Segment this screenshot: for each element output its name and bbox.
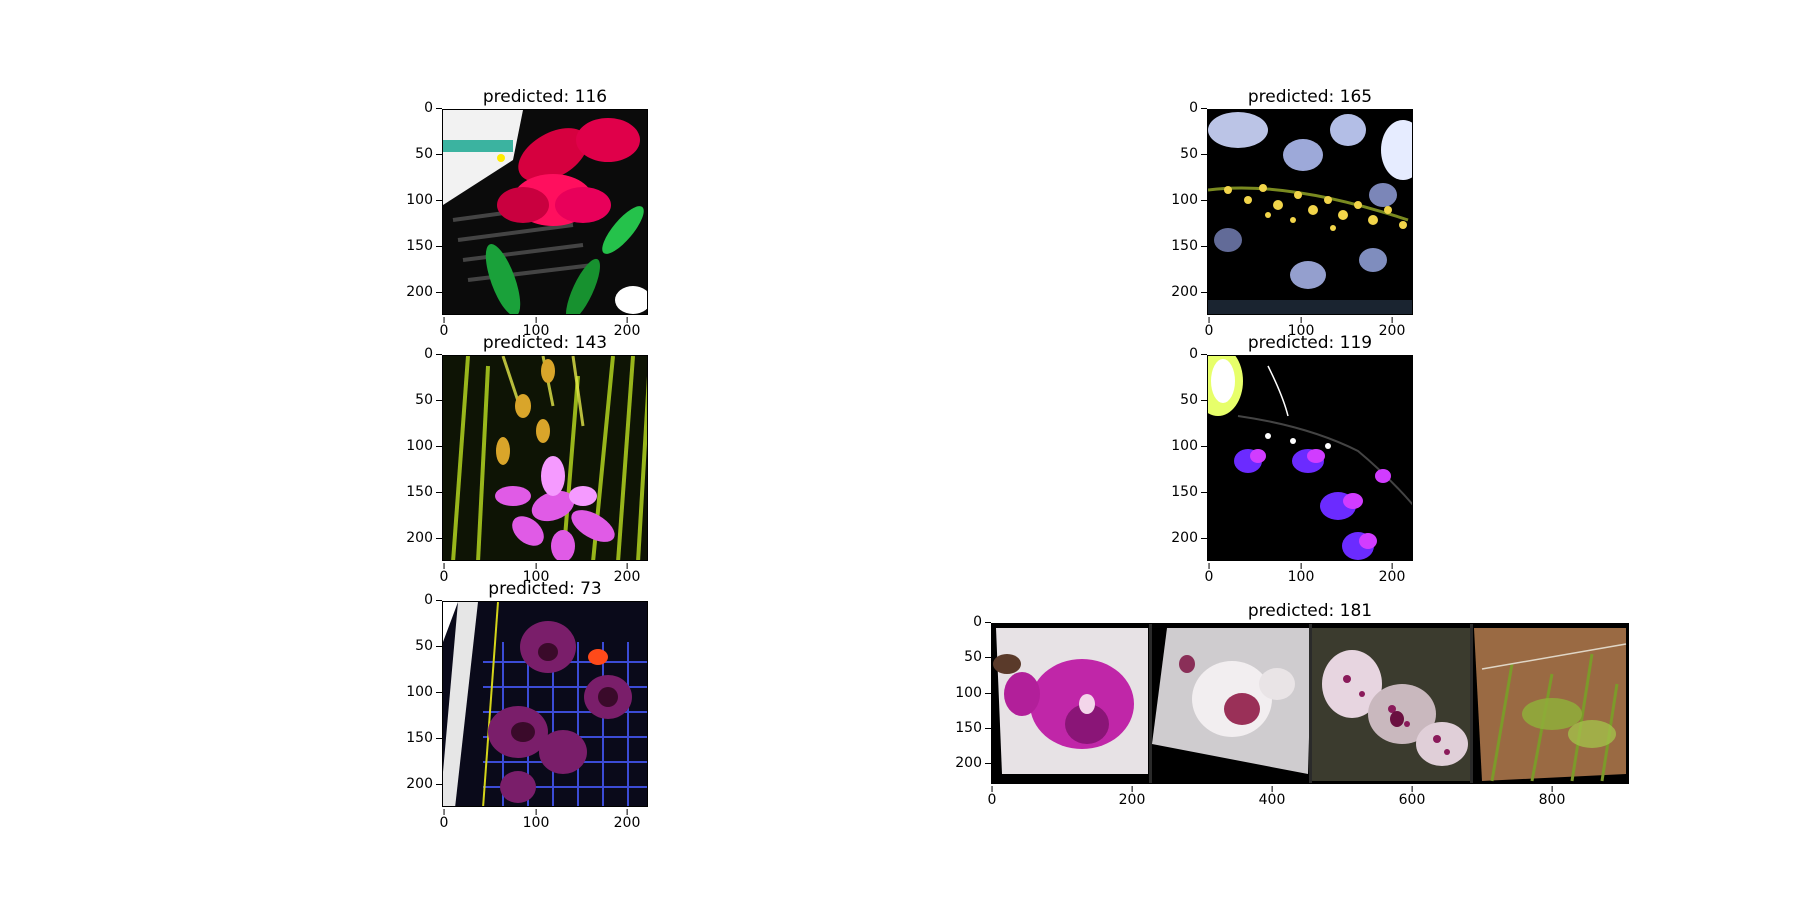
panel-title: predicted: 119 [1247, 333, 1373, 353]
y-tick-label: 50 [415, 638, 442, 654]
y-tick-label: 150 [1171, 238, 1207, 254]
x-tick-label: 600 [1398, 786, 1426, 808]
image-frame [442, 601, 648, 807]
x-tick-label: 100 [522, 809, 550, 831]
y-tick-label: 100 [1171, 192, 1207, 208]
y-tick-label: 150 [955, 720, 991, 736]
x-tick-label: 0 [439, 317, 449, 339]
y-tick-label: 150 [1171, 484, 1207, 500]
image-frame [1207, 109, 1413, 315]
x-tick-label: 100 [522, 563, 550, 585]
x-tick-label: 200 [1378, 563, 1406, 585]
orchid-grid-image [992, 624, 1628, 783]
panel-title: predicted: 143 [482, 333, 608, 353]
image-frame [1207, 355, 1413, 561]
x-tick-label: 0 [1204, 317, 1214, 339]
x-tick-label: 400 [1258, 786, 1286, 808]
x-tick-label: 200 [613, 563, 641, 585]
panel-3: predicted: 143 [406, 333, 648, 585]
panel-1: predicted: 116 0 50 100 150 200 [406, 87, 648, 339]
y-tick-label: 100 [406, 684, 442, 700]
x-tick-label: 100 [522, 317, 550, 339]
x-tick-label: 0 [987, 786, 997, 808]
y-tick-label: 200 [406, 776, 442, 792]
y-tick-label: 200 [1171, 284, 1207, 300]
y-tick-label: 100 [406, 438, 442, 454]
panel-2: predicted: 165 0 50 100 150 200 0 [1171, 87, 1413, 339]
x-tick-label: 200 [613, 317, 641, 339]
x-tick-label: 100 [1287, 563, 1315, 585]
x-tick-label: 0 [1204, 563, 1214, 585]
y-tick-label: 50 [1180, 146, 1207, 162]
panel-6: predicted: 181 [955, 601, 1629, 808]
x-tick-label: 0 [439, 563, 449, 585]
y-tick-label: 200 [955, 755, 991, 771]
purple-orchid-image [1208, 356, 1412, 560]
x-tick-label: 200 [1118, 786, 1146, 808]
y-tick-label: 0 [1189, 346, 1207, 362]
image-frame [991, 623, 1629, 784]
x-tick-label: 200 [1378, 317, 1406, 339]
x-tick-label: 0 [439, 809, 449, 831]
image-frame [442, 355, 648, 561]
panel-title: predicted: 73 [488, 579, 602, 599]
y-tick-label: 100 [406, 192, 442, 208]
y-tick-label: 0 [424, 592, 442, 608]
orchid-image [443, 110, 647, 314]
flower-spray-image [1208, 110, 1412, 314]
y-tick-label: 50 [415, 146, 442, 162]
y-tick-label: 200 [406, 530, 442, 546]
y-tick-label: 200 [406, 284, 442, 300]
x-tick-label: 200 [613, 809, 641, 831]
y-tick-label: 0 [424, 346, 442, 362]
y-tick-label: 0 [1189, 100, 1207, 116]
y-tick-label: 0 [424, 100, 442, 116]
x-tick-label: 100 [1287, 317, 1315, 339]
y-tick-label: 100 [955, 685, 991, 701]
panel-5: predicted: 73 [406, 579, 648, 831]
y-tick-label: 150 [406, 484, 442, 500]
panel-title: predicted: 116 [482, 87, 608, 107]
panel-title: predicted: 165 [1247, 87, 1373, 107]
y-tick-label: 100 [1171, 438, 1207, 454]
pink-orchid-image [443, 356, 647, 560]
y-tick-label: 50 [1180, 392, 1207, 408]
y-tick-label: 200 [1171, 530, 1207, 546]
y-tick-label: 150 [406, 238, 442, 254]
y-tick-label: 50 [415, 392, 442, 408]
y-tick-label: 50 [964, 649, 991, 665]
dark-orchid-image [443, 602, 647, 806]
y-tick-label: 0 [973, 614, 991, 630]
image-frame [442, 109, 648, 315]
panel-4: predicted: 119 [1171, 333, 1413, 585]
x-tick-label: 800 [1538, 786, 1566, 808]
panel-title: predicted: 181 [1247, 601, 1373, 621]
y-tick-label: 150 [406, 730, 442, 746]
